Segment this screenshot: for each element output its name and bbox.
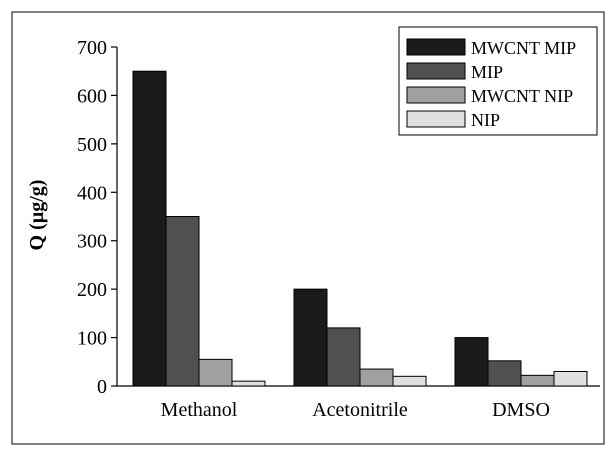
bar xyxy=(392,375,427,387)
bar xyxy=(132,70,167,387)
bar xyxy=(198,358,233,387)
bar xyxy=(165,216,200,387)
y-tick-label: 500 xyxy=(77,134,107,156)
legend-swatch xyxy=(406,86,466,104)
bar xyxy=(359,368,394,387)
x-tick-label: Methanol xyxy=(161,399,238,421)
legend-entry-label: MWCNT MIP xyxy=(471,38,576,58)
legend-entry-label: MIP xyxy=(471,62,503,82)
y-axis-label: Q (µg/g) xyxy=(26,180,48,251)
y-tick-label: 200 xyxy=(77,279,107,301)
x-tick-label: DMSO xyxy=(492,399,550,421)
y-tick-label: 100 xyxy=(77,328,107,350)
plot-area: 0 100 200 300 400 500 600 700 Methanol Acetonitri… xyxy=(77,37,600,421)
bar xyxy=(326,327,361,387)
x-tick-label: Acetonitrile xyxy=(312,399,408,421)
legend-entry-label: NIP xyxy=(471,110,500,130)
legend-swatch xyxy=(406,62,466,80)
y-tick-label: 700 xyxy=(77,37,107,59)
outer-border xyxy=(11,11,605,445)
bar xyxy=(293,288,328,387)
bar xyxy=(520,374,555,387)
y-tick-label: 300 xyxy=(77,231,107,253)
bar xyxy=(231,380,266,387)
y-tick-label: 400 xyxy=(77,182,107,204)
legend-swatch xyxy=(406,110,466,128)
legend-entry-label: MWCNT NIP xyxy=(471,86,573,106)
legend: MWCNT MIP MIP MWCNT NIP NIP xyxy=(398,26,598,136)
legend-swatch xyxy=(406,38,466,56)
y-tick-label: 0 xyxy=(97,376,107,398)
bar xyxy=(553,370,588,387)
bar xyxy=(487,360,522,387)
bar xyxy=(454,337,489,387)
y-tick-label: 600 xyxy=(77,85,107,107)
